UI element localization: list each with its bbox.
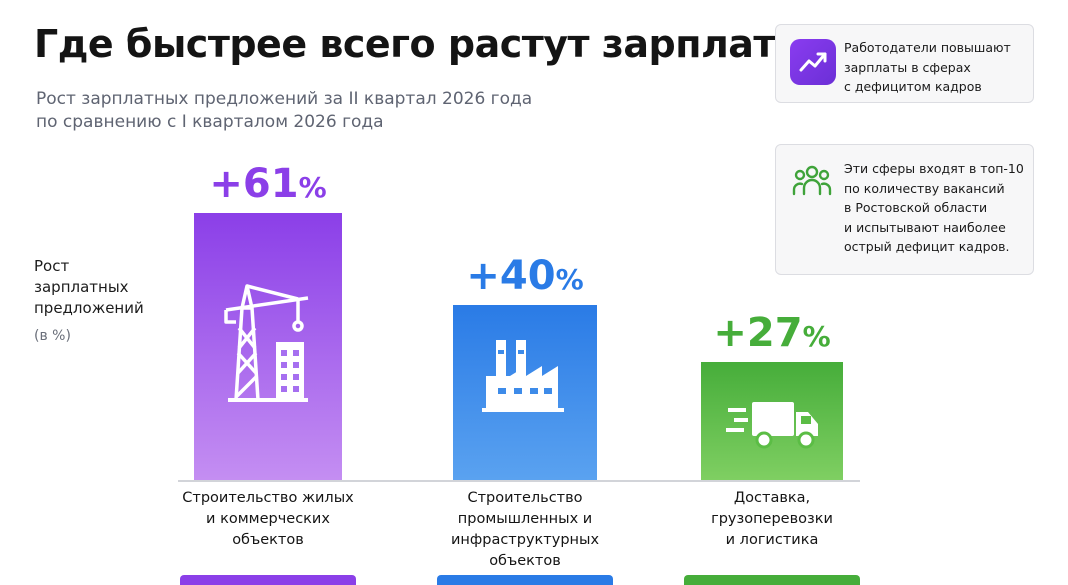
y-axis-label-line: зарплатных <box>34 278 129 296</box>
category-label-line: объектов <box>489 553 561 569</box>
page-subtitle: Рост зарплатных предложений за II кварта… <box>36 88 596 134</box>
data-label-percent: % <box>298 171 327 204</box>
category-stub <box>437 575 613 585</box>
info-card-line: по количеству вакансий <box>844 180 1005 196</box>
info-card-line: и испытывают наиболее <box>844 219 1006 235</box>
subtitle-line: по сравнению с I кварталом 2026 года <box>36 112 384 132</box>
category-label-line: Строительство <box>467 490 583 506</box>
data-label-percent: % <box>802 319 831 353</box>
info-card-line: Эти сферы входят в топ-10 <box>844 161 1024 176</box>
page-title: Где быстрее всего растут зарплаты <box>34 22 809 66</box>
info-card-text: Эти сферы входят в топ-10 по количеству … <box>844 159 1026 257</box>
info-card-line: в Ростовской области <box>844 200 988 215</box>
category-label: Доставка, грузоперевозки и логистика <box>662 488 882 551</box>
data-label: +40% <box>435 253 615 299</box>
category-label-line: и логистика <box>725 532 819 548</box>
y-axis-label-line: предложений <box>34 299 144 317</box>
category-label-line: инфраструктурных <box>450 532 600 548</box>
data-label: +61% <box>178 161 358 207</box>
info-card-employers: Работодатели повышают зарплаты в сферах … <box>775 24 1034 103</box>
info-card-line: зарплаты в сферах <box>844 59 971 75</box>
y-axis-label-line: Рост <box>34 257 70 275</box>
category-label: Строительство жилых и коммерческих объекто… <box>158 488 378 551</box>
data-label: +27% <box>682 310 862 356</box>
trend-up-icon <box>790 39 836 85</box>
category-label-line: грузоперевозки <box>711 511 833 527</box>
info-card-line: с дефицитом кадров <box>844 79 982 94</box>
bar <box>194 213 342 480</box>
data-label-number: +40 <box>466 252 556 299</box>
y-axis-unit: (в %) <box>34 328 71 344</box>
category-label-line: промышленных и <box>457 511 593 527</box>
category-label: Строительство промышленных и инфраструктур… <box>415 488 635 572</box>
info-card-text: Работодатели повышают зарплаты в сферах … <box>844 38 1024 97</box>
crane-building-icon <box>218 278 318 412</box>
data-label-percent: % <box>555 262 584 296</box>
info-card-line: Работодатели повышают <box>844 40 1011 55</box>
info-card-top10: Эти сферы входят в топ-10 по количеству … <box>775 144 1034 275</box>
subtitle-line: Рост зарплатных предложений за II кварта… <box>36 89 533 109</box>
category-stub <box>180 575 356 585</box>
factory-icon <box>480 336 570 420</box>
info-card-line: острый дефицит кадров. <box>844 239 1010 254</box>
people-group-icon <box>792 163 832 203</box>
category-label-line: Строительство жилых <box>182 490 354 506</box>
data-label-number: +61 <box>209 161 299 207</box>
category-label-line: объектов <box>232 532 304 548</box>
data-label-number: +27 <box>713 309 803 356</box>
x-axis-line <box>178 480 860 482</box>
category-label-line: Доставка, <box>733 490 811 506</box>
category-label-line: и коммерческих <box>206 511 330 527</box>
y-axis-label: Рост зарплатных предложений <box>34 256 164 319</box>
category-stub <box>684 575 860 585</box>
delivery-truck-icon <box>722 396 822 460</box>
